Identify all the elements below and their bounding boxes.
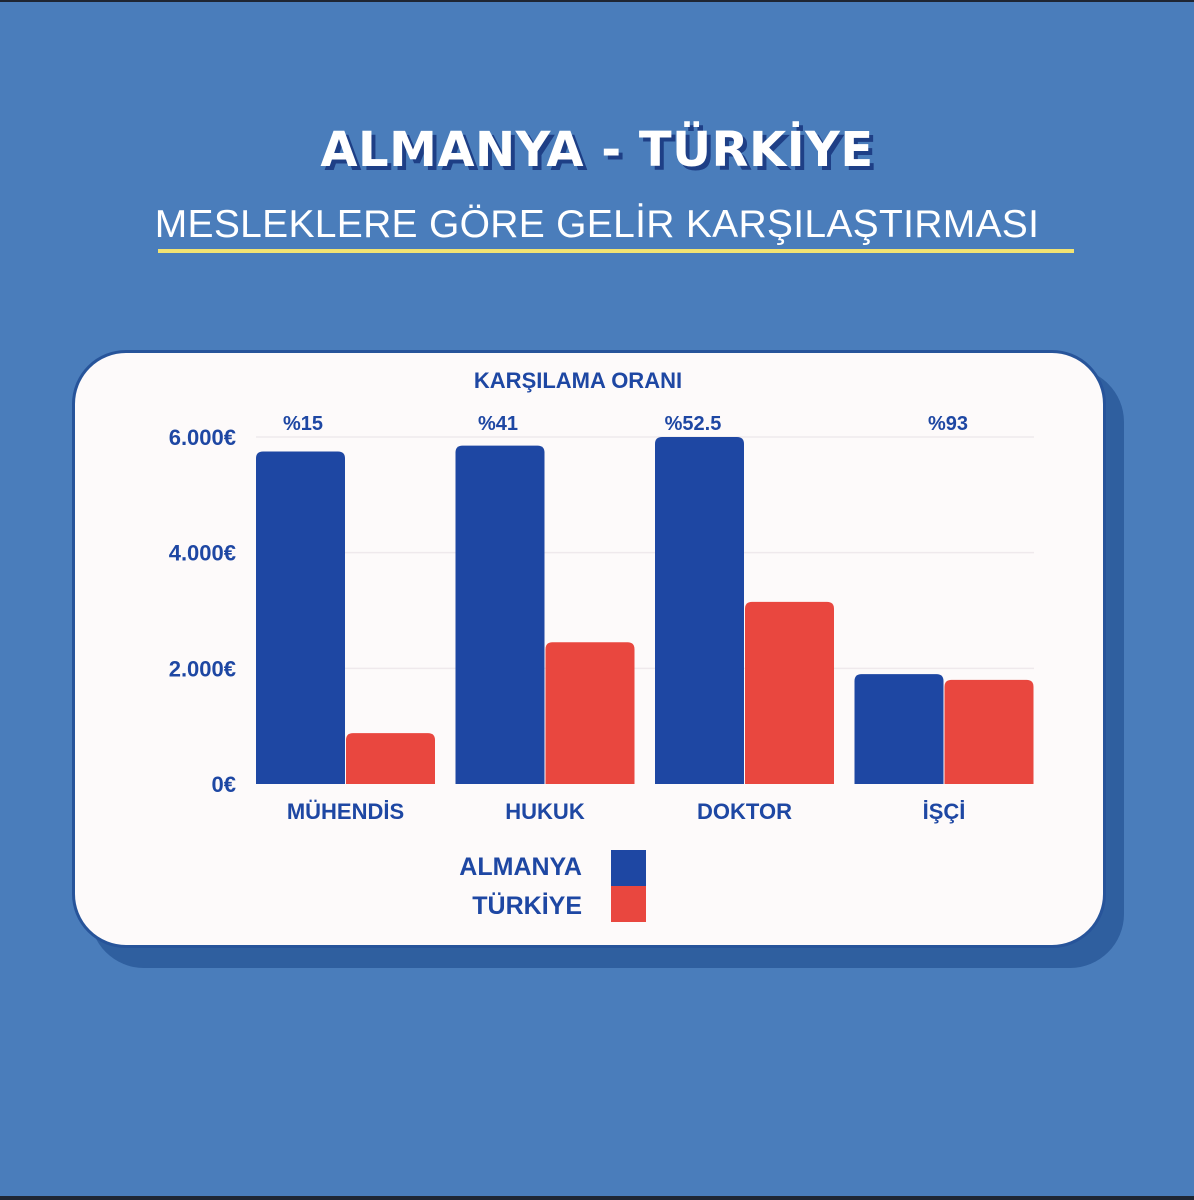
bar-almanya-4: [854, 674, 944, 784]
page-subtitle: MESLEKLERE GÖRE GELİR KARŞILAŞTIRMASI: [154, 203, 1040, 246]
bar-trkiye-3: [745, 601, 834, 784]
bar-almanya-3: [655, 437, 744, 784]
y-tick-label: 2.000€: [169, 656, 236, 681]
legend-swatch: [611, 886, 646, 922]
bar-almanya-2: [455, 445, 545, 784]
x-tick-label: İŞÇİ: [923, 799, 966, 824]
bar-trkiye-2: [545, 642, 635, 784]
chart-title: KARŞILAMA ORANI: [474, 368, 682, 393]
page-title: ALMANYA - TÜRKİYE: [320, 122, 874, 178]
bar-almanya-1: [256, 451, 345, 784]
x-tick-label: DOKTOR: [697, 799, 792, 824]
x-tick-label: MÜHENDİS: [287, 799, 404, 824]
legend-label: TÜRKİYE: [472, 891, 582, 920]
legend-swatch: [611, 850, 646, 886]
bar-trkiye-1: [346, 733, 435, 784]
ratio-annotation: %93: [928, 413, 968, 435]
bar-trkiye-4: [944, 679, 1034, 784]
y-tick-label: 0€: [212, 772, 236, 797]
subtitle-underline: [158, 249, 1074, 253]
x-tick-label: HUKUK: [505, 799, 585, 824]
y-tick-label: 4.000€: [169, 541, 236, 566]
ratio-annotation: %41: [478, 413, 518, 435]
ratio-annotation: %52.5: [665, 413, 722, 435]
y-tick-label: 6.000€: [169, 425, 236, 450]
legend-label: ALMANYA: [459, 853, 582, 881]
ratio-annotation: %15: [283, 413, 323, 435]
